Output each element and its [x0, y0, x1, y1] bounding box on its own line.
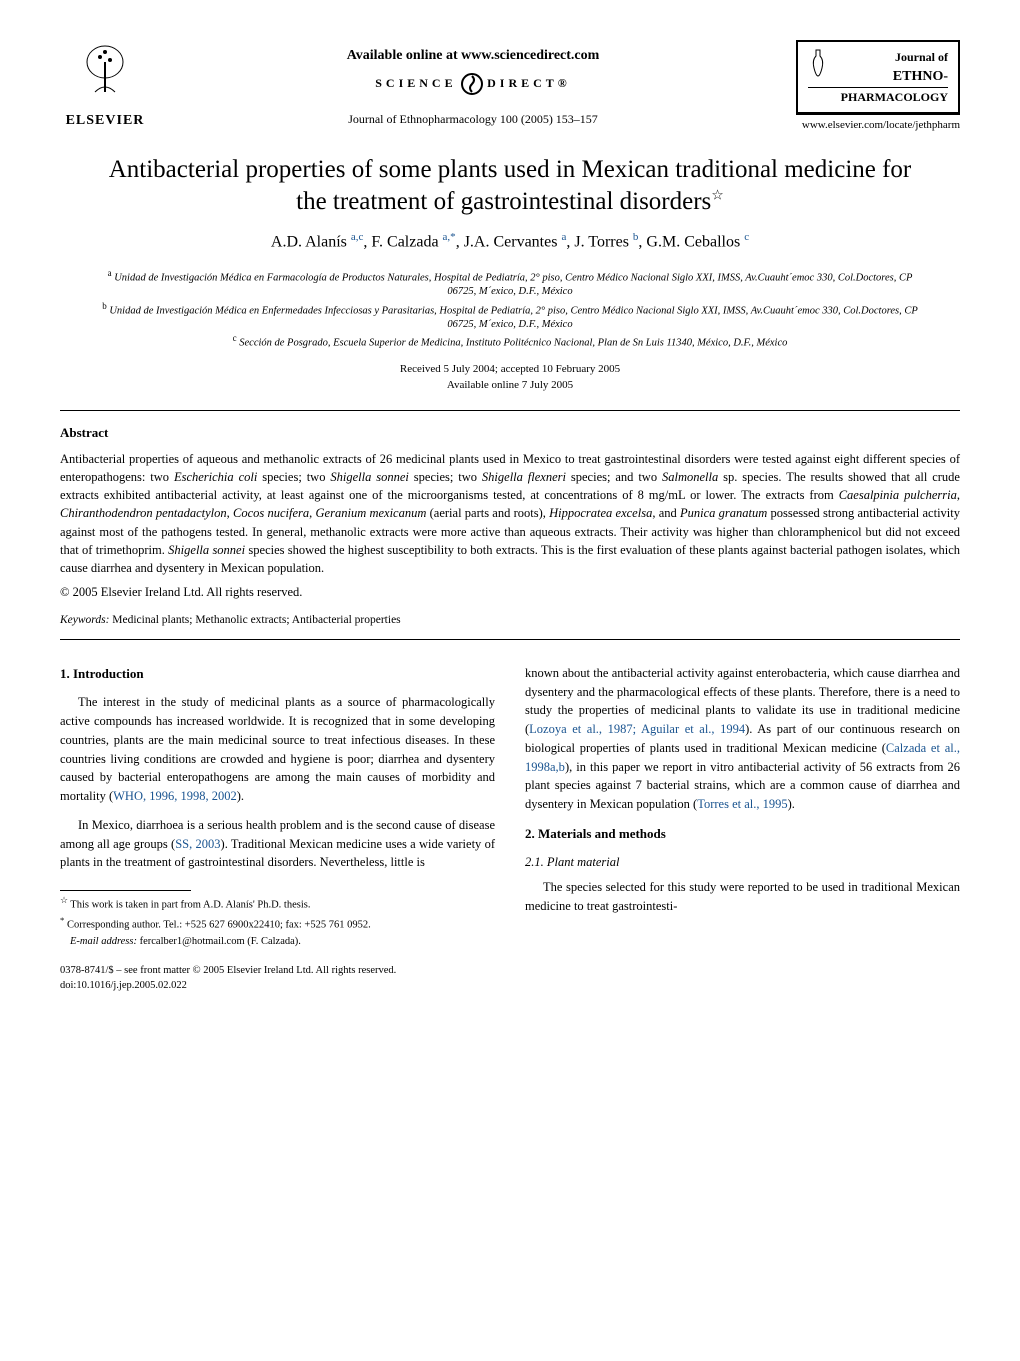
affil-a-text: Unidad de Investigación Médica en Farmac… [114, 272, 912, 297]
journal-box-bot: PHARMACOLOGY [808, 87, 948, 106]
doi-line2: doi:10.1016/j.jep.2005.02.022 [60, 978, 495, 994]
journal-reference: Journal of Ethnopharmacology 100 (2005) … [150, 110, 796, 128]
methods-heading: 2. Materials and methods [525, 824, 960, 844]
affiliation-b: b Unidad de Investigación Médica en Enfe… [100, 301, 920, 332]
intro-paragraph-1: The interest in the study of medicinal p… [60, 693, 495, 806]
elsevier-label: ELSEVIER [60, 110, 150, 131]
intro-paragraph-2: In Mexico, diarrhoea is a serious health… [60, 816, 495, 872]
journal-logo-box: Journal of ETHNO- PHARMACOLOGY [796, 40, 960, 114]
authors-list: A.D. Alanís a,c, F. Calzada a,*, J.A. Ce… [60, 229, 960, 254]
abstract-label: Abstract [60, 423, 960, 443]
keywords-text: Medicinal plants; Methanolic extracts; A… [112, 614, 400, 626]
right-column: known about the antibacterial activity a… [525, 664, 960, 994]
copyright-line: © 2005 Elsevier Ireland Ltd. All rights … [60, 583, 960, 602]
received-date: Received 5 July 2004; accepted 10 Februa… [60, 361, 960, 378]
elsevier-logo: ELSEVIER [60, 42, 150, 131]
email-value: fercalber1@hotmail.com (F. Calzada). [140, 936, 301, 947]
affiliation-a: a Unidad de Investigación Médica en Farm… [100, 268, 920, 299]
journal-box-mid: ETHNO- [828, 66, 948, 87]
footnote-divider [60, 890, 191, 891]
journal-header: ELSEVIER Available online at www.science… [60, 40, 960, 134]
article-dates: Received 5 July 2004; accepted 10 Februa… [60, 361, 960, 394]
doi-line1: 0378-8741/$ – see front matter © 2005 El… [60, 963, 495, 979]
available-online-text: Available online at www.sciencedirect.co… [150, 45, 796, 66]
keywords-line: Keywords: Medicinal plants; Methanolic e… [60, 612, 960, 629]
keywords-label: Keywords: [60, 614, 109, 626]
intro-heading: 1. Introduction [60, 664, 495, 684]
methods-subheading: 2.1. Plant material [525, 853, 960, 872]
abstract-text: Antibacterial properties of aqueous and … [60, 450, 960, 577]
doi-block: 0378-8741/$ – see front matter © 2005 El… [60, 963, 495, 995]
sd-science: SCIENCE [375, 76, 456, 90]
center-header: Available online at www.sciencedirect.co… [150, 45, 796, 128]
footnote-star-text: This work is taken in part from A.D. Ala… [70, 900, 310, 911]
footnote-email: E-mail address: fercalber1@hotmail.com (… [60, 935, 495, 949]
affil-c-text: Sección de Posgrado, Escuela Superior de… [239, 338, 787, 349]
footnote-corresponding: * Corresponding author. Tel.: +525 627 6… [60, 915, 495, 933]
divider [60, 410, 960, 411]
online-date: Available online 7 July 2005 [60, 377, 960, 394]
email-label: E-mail address: [70, 936, 137, 947]
journal-logo-container: Journal of ETHNO- PHARMACOLOGY www.elsev… [796, 40, 960, 134]
elsevier-tree-icon [60, 42, 150, 110]
title-text: Antibacterial properties of some plants … [109, 156, 912, 216]
methods-paragraph-1: The species selected for this study were… [525, 878, 960, 916]
vase-icon [808, 48, 828, 78]
two-column-body: 1. Introduction The interest in the stud… [60, 664, 960, 994]
affiliation-c: c Sección de Posgrado, Escuela Superior … [100, 333, 920, 350]
sd-direct: DIRECT® [487, 76, 571, 90]
divider [60, 639, 960, 640]
footnote-corr-text: Corresponding author. Tel.: +525 627 690… [67, 919, 371, 930]
title-star: ☆ [711, 189, 724, 204]
col2-paragraph-1: known about the antibacterial activity a… [525, 664, 960, 814]
article-title: Antibacterial properties of some plants … [100, 154, 920, 219]
journal-url: www.elsevier.com/locate/jethpharm [796, 114, 960, 134]
affil-b-text: Unidad de Investigación Médica en Enferm… [109, 305, 918, 330]
journal-box-top: Journal of [828, 48, 948, 66]
sciencedirect-logo: SCIENCE DIRECT® [150, 72, 796, 96]
left-column: 1. Introduction The interest in the stud… [60, 664, 495, 994]
footnote-star: ☆ This work is taken in part from A.D. A… [60, 895, 495, 913]
